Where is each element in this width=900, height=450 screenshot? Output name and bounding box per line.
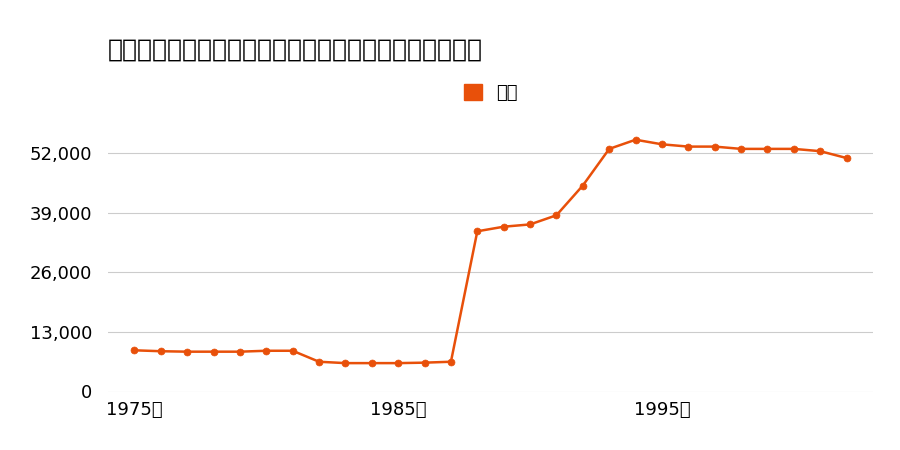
価格: [340, 360, 351, 366]
価格: [735, 146, 746, 152]
価格: [630, 137, 641, 143]
価格: [604, 146, 615, 152]
価格: [156, 348, 166, 354]
価格: [287, 348, 298, 353]
Line: 価格: 価格: [130, 136, 850, 367]
価格: [446, 359, 456, 364]
価格: [182, 349, 193, 355]
価格: [762, 146, 773, 152]
価格: [788, 146, 799, 152]
価格: [313, 359, 324, 364]
価格: [472, 229, 482, 234]
価格: [419, 360, 430, 365]
価格: [366, 360, 377, 366]
価格: [578, 183, 589, 188]
価格: [129, 347, 140, 353]
Legend: 価格: 価格: [456, 76, 525, 109]
価格: [235, 349, 246, 355]
価格: [683, 144, 694, 149]
価格: [814, 148, 825, 154]
Text: 群馬県桐生市梅田町４丁目字上ノ原１９７番の地価推移: 群馬県桐生市梅田町４丁目字上ノ原１９７番の地価推移: [108, 37, 483, 62]
価格: [499, 224, 509, 230]
価格: [842, 155, 852, 161]
価格: [657, 142, 668, 147]
価格: [208, 349, 219, 355]
価格: [261, 348, 272, 353]
価格: [525, 222, 535, 227]
価格: [551, 212, 562, 218]
価格: [392, 360, 403, 366]
価格: [709, 144, 720, 149]
